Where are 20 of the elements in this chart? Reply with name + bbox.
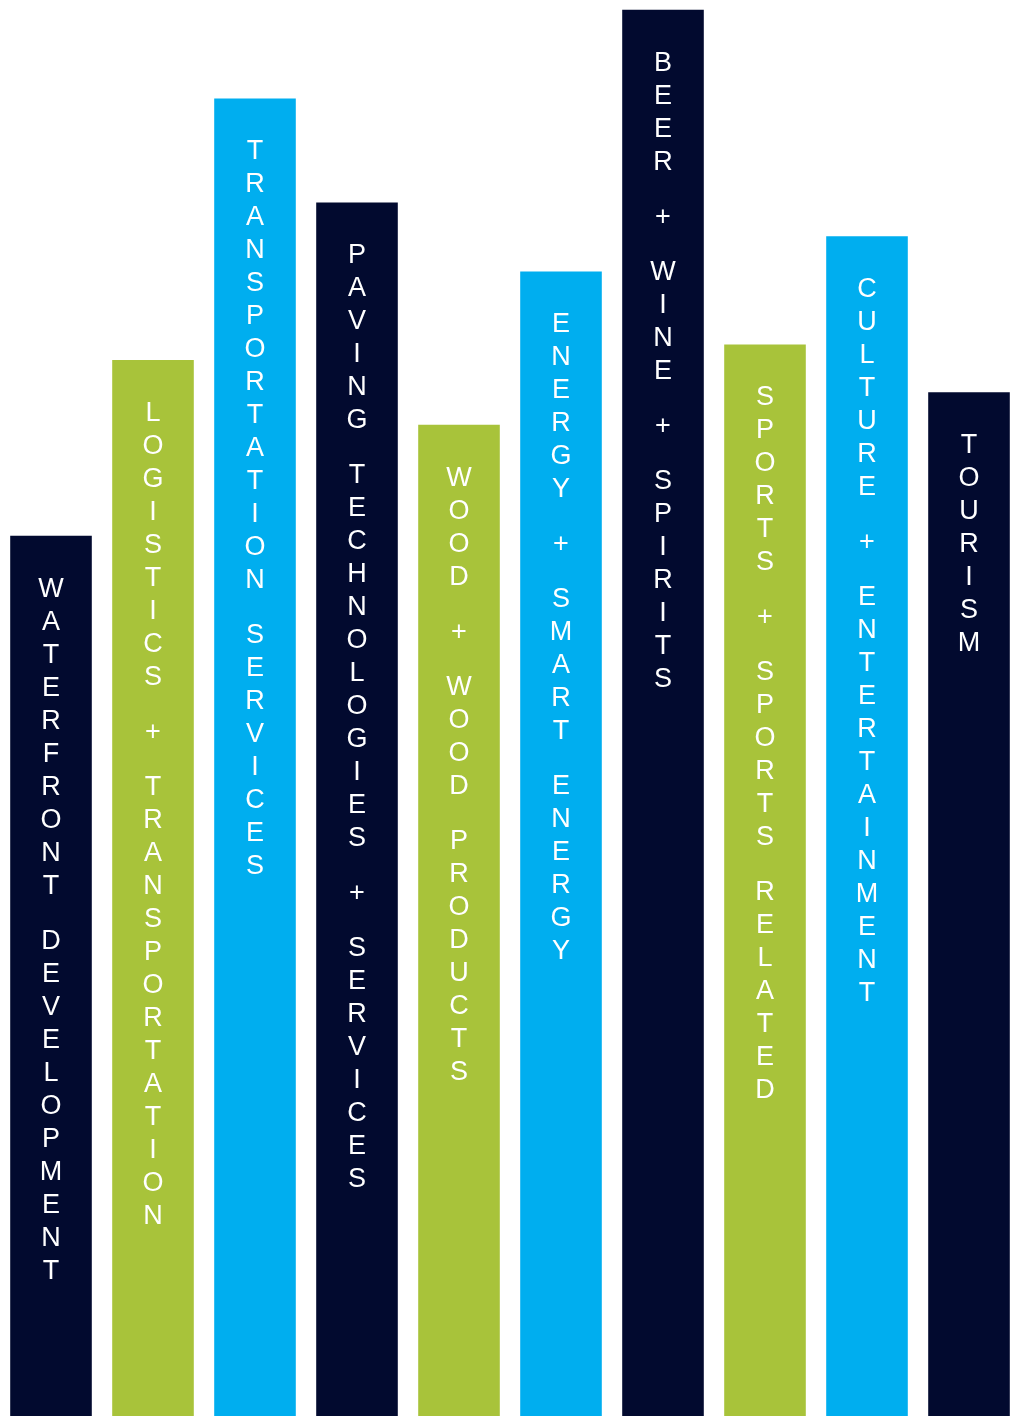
category-label: TRANSPORTATION SERVICES [244, 135, 266, 881]
category-label: BEER + WINE + SPIRITS [650, 46, 676, 693]
category-label: ENERGY + SMART ENERGY [549, 308, 573, 966]
bar [214, 98, 296, 1416]
bar [10, 535, 92, 1416]
category-label: WATERFRONT DEVELOPMENT [38, 572, 64, 1285]
bar [724, 344, 806, 1416]
category-label: CULTURE + ENTERTAINMENT [855, 273, 879, 1008]
bar [112, 359, 194, 1416]
bar [826, 236, 908, 1416]
bar [418, 424, 500, 1416]
category-label: WOOD + WOOD PRODUCTS [446, 461, 472, 1086]
bar [622, 9, 704, 1416]
category-label: SPORTS + SPORTS RELATED [754, 381, 776, 1105]
category-label: PAVING TECHNOLOGIES + SERVICES [346, 239, 368, 1194]
bar [316, 202, 398, 1416]
x-tick-label: TOURISM [957, 429, 981, 658]
category-label: LOGISTICS + TRANSPORTATION [142, 396, 164, 1230]
bar [928, 392, 1010, 1416]
bar [520, 271, 602, 1416]
